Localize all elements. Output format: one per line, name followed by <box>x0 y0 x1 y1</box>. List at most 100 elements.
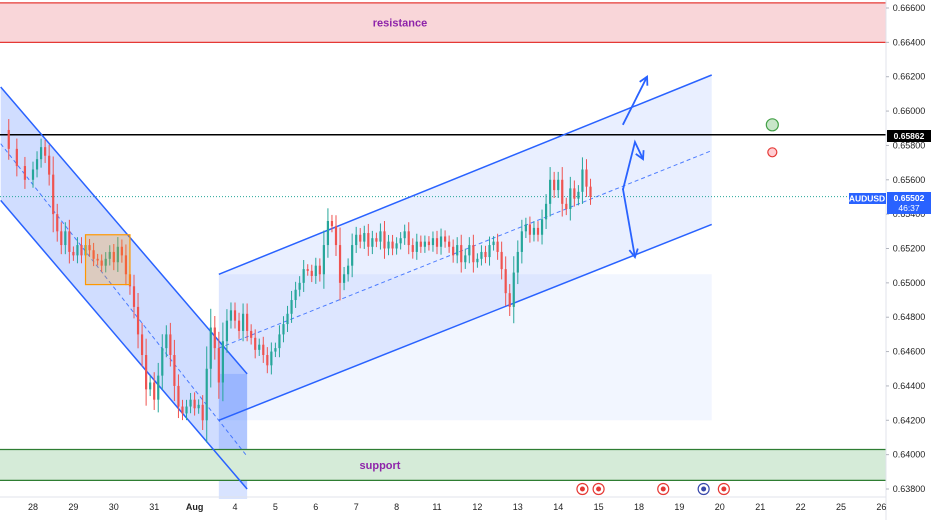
candle-body <box>108 251 111 259</box>
red-circle[interactable] <box>767 147 778 158</box>
descending-channel-lower[interactable] <box>0 199 248 490</box>
candle-body <box>496 241 499 252</box>
price-tick-label: 0.65000 <box>893 278 926 288</box>
time-tick-label: 29 <box>68 502 78 512</box>
time-tick-label: 22 <box>796 502 806 512</box>
candle-body <box>217 348 220 383</box>
ascending-channel-lower[interactable] <box>218 223 712 421</box>
axis-tags: 0.65862 AUDUSD 0.65502 46:37 <box>849 130 931 214</box>
candle-body <box>92 250 95 259</box>
candle-body <box>561 179 564 204</box>
resistance-zone <box>0 2 886 43</box>
candle-body <box>136 306 140 335</box>
time-tick-label: 28 <box>28 502 38 512</box>
breakout-up-arrow-head <box>635 150 645 161</box>
candle-body <box>351 245 354 266</box>
candle-body <box>35 159 39 170</box>
time-tick-label: 5 <box>273 502 278 512</box>
candle-body <box>508 293 511 307</box>
candle-body <box>363 233 366 242</box>
candle-body <box>314 265 317 276</box>
event-icon-us-dot <box>660 486 666 492</box>
candle-body <box>60 231 63 246</box>
candle-body <box>100 260 103 266</box>
candle-body <box>484 251 487 258</box>
candle-body <box>282 324 285 335</box>
candle-body <box>52 174 55 215</box>
level-price-text: 0.65862 <box>894 131 925 141</box>
candle-body <box>520 231 523 252</box>
candle-body <box>262 344 265 356</box>
candle-body <box>145 355 148 390</box>
candle-body <box>480 251 483 259</box>
ascending-channel-midline[interactable] <box>218 150 712 349</box>
time-tick-label: 7 <box>354 502 359 512</box>
candle-body <box>266 355 269 366</box>
time-tick-label: 26 <box>876 502 886 512</box>
candle-body <box>419 241 422 247</box>
candle-body <box>322 245 325 275</box>
candle-body <box>116 246 119 263</box>
candle-body <box>132 286 136 307</box>
candle-body <box>318 265 321 275</box>
candle-body <box>80 245 83 256</box>
event-icon-us-dot <box>721 486 727 492</box>
price-tick-label: 0.65200 <box>893 244 926 254</box>
time-tick-label: 12 <box>472 502 482 512</box>
ascending-channel-upper[interactable] <box>218 74 713 275</box>
time-tick-label: 20 <box>715 502 725 512</box>
candle-body <box>112 251 115 263</box>
candle-body <box>88 245 91 251</box>
candle-body <box>237 320 241 331</box>
candle-body <box>72 251 75 256</box>
price-tick-label: 0.65600 <box>893 175 926 185</box>
drawings[interactable] <box>84 75 779 286</box>
time-tick-label: 8 <box>394 502 399 512</box>
target-up-arrow[interactable] <box>622 76 648 126</box>
candle-body <box>310 270 313 276</box>
price-tick-label: 0.66000 <box>893 106 926 116</box>
candle-body <box>294 289 297 301</box>
candle-body <box>205 368 208 421</box>
descending-channel-upper[interactable] <box>0 86 248 375</box>
candle-body <box>209 327 212 369</box>
candle-body <box>464 255 467 263</box>
consolidation-box[interactable] <box>84 234 131 286</box>
green-circle[interactable] <box>765 118 779 132</box>
candle-body <box>120 246 123 256</box>
time-axis[interactable]: 28 29 30 31 Aug 4 5 6 7 8 11 12 13 14 15 18 19 20 21 22 25 26 <box>0 482 886 513</box>
candle-body <box>415 241 418 252</box>
price-axis[interactable]: 0.66600 0.66400 0.66200 0.66000 0.65800 0.656… <box>885 0 926 520</box>
candle-body <box>540 219 544 235</box>
candle-body <box>383 231 386 249</box>
candle-body <box>44 147 47 156</box>
candle-body <box>342 274 346 283</box>
candle-body <box>15 148 18 167</box>
descending-channel-fill <box>0 87 248 490</box>
drop-down-arrow[interactable] <box>621 188 636 258</box>
candle-body <box>181 406 184 414</box>
candle-body <box>371 238 374 247</box>
channel-fills <box>0 74 712 499</box>
breakout-up-arrow[interactable] <box>621 139 644 191</box>
candle-body <box>544 203 548 220</box>
candle-body <box>403 231 406 239</box>
event-icon-us-dot <box>596 486 602 492</box>
candle-body <box>197 404 200 409</box>
candle-body <box>39 147 43 160</box>
candle-body <box>193 399 196 409</box>
time-tick-label: 30 <box>109 502 119 512</box>
countdown-text: 46:37 <box>898 203 920 213</box>
candle-body <box>488 245 491 258</box>
candles <box>7 119 592 443</box>
symbol-tag <box>849 193 886 204</box>
candle-body <box>254 337 257 350</box>
candle-body <box>367 233 370 247</box>
price-tick-label: 0.64000 <box>893 450 926 460</box>
candle-body <box>581 169 584 192</box>
candle-body <box>585 169 588 187</box>
candle-body <box>573 188 576 199</box>
candle-body <box>391 241 394 249</box>
time-tick-label: 11 <box>432 502 441 512</box>
